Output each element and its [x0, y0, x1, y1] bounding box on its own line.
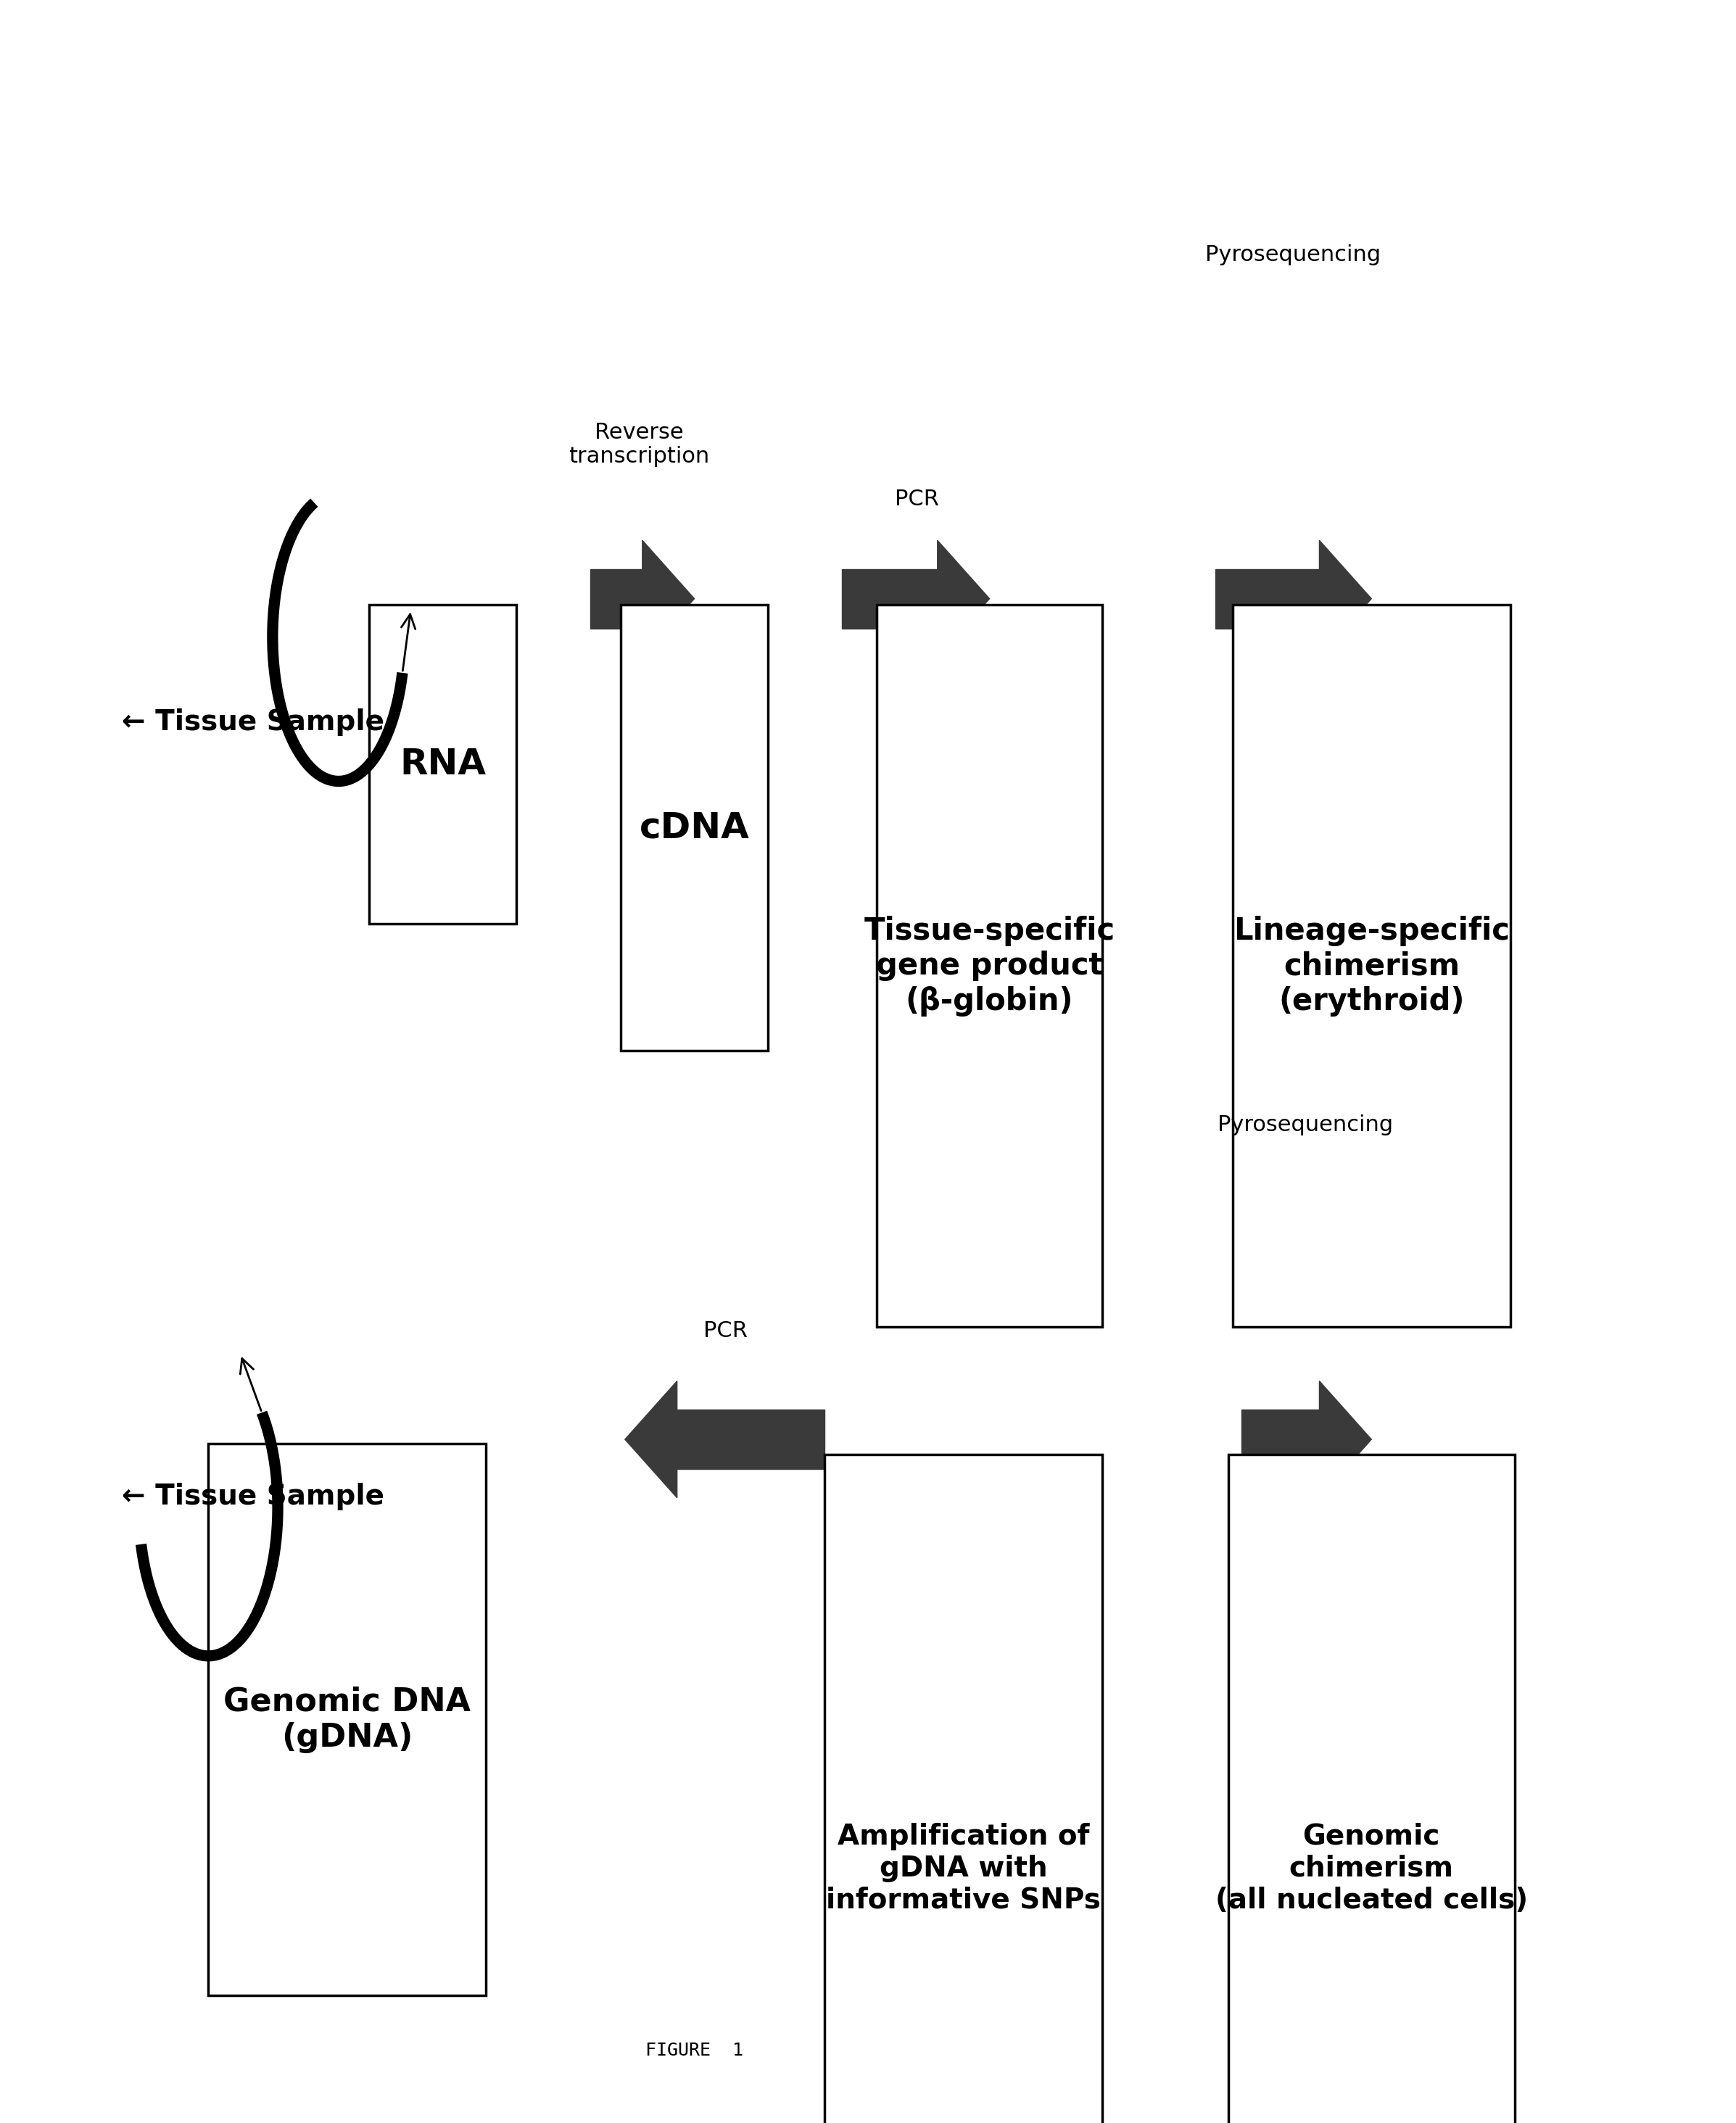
Bar: [842, 569, 937, 628]
Bar: [621, 605, 769, 1051]
Bar: [368, 605, 516, 924]
Text: Lineage-specific
chimerism
(erythroid): Lineage-specific chimerism (erythroid): [1233, 915, 1510, 1017]
Text: PCR: PCR: [703, 1321, 748, 1342]
Bar: [877, 605, 1102, 1327]
Polygon shape: [642, 541, 694, 658]
Bar: [677, 1410, 825, 1469]
Bar: [590, 569, 642, 628]
Text: Amplification of
gDNA with
informative SNPs: Amplification of gDNA with informative S…: [826, 1822, 1101, 1915]
Text: ← Tissue Sample: ← Tissue Sample: [122, 1484, 384, 1509]
Polygon shape: [625, 1380, 677, 1499]
Bar: [1229, 1454, 1514, 2123]
Bar: [208, 1444, 486, 1996]
Text: Tissue-specific
gene product
(β-globin): Tissue-specific gene product (β-globin): [865, 915, 1115, 1017]
Polygon shape: [937, 541, 990, 658]
Text: Pyrosequencing: Pyrosequencing: [1217, 1115, 1394, 1136]
Text: ← Tissue Sample: ← Tissue Sample: [122, 709, 384, 735]
Text: Reverse
transcription: Reverse transcription: [568, 422, 710, 467]
Polygon shape: [1319, 541, 1371, 658]
Text: RNA: RNA: [399, 747, 486, 781]
Text: PCR: PCR: [894, 488, 939, 510]
Polygon shape: [1319, 1380, 1371, 1499]
Bar: [1241, 1410, 1319, 1469]
Text: Genomic DNA
(gDNA): Genomic DNA (gDNA): [224, 1686, 470, 1754]
Text: Pyrosequencing: Pyrosequencing: [1205, 244, 1382, 265]
Bar: [825, 1454, 1102, 2123]
Text: Genomic
chimerism
(all nucleated cells): Genomic chimerism (all nucleated cells): [1215, 1822, 1528, 1915]
Bar: [1233, 605, 1510, 1327]
Text: cDNA: cDNA: [639, 811, 750, 845]
Text: FIGURE  1: FIGURE 1: [646, 2042, 743, 2059]
Bar: [1215, 569, 1319, 628]
